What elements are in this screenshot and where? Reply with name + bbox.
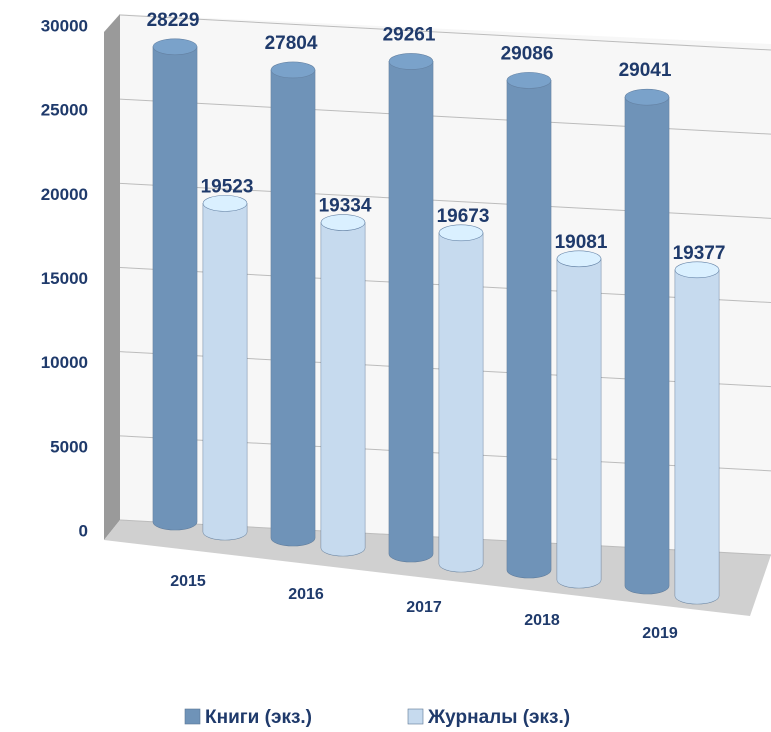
cylinder-top: [270, 61, 316, 79]
value-label: 28229: [147, 10, 200, 31]
x-tick-label: 2018: [524, 612, 560, 629]
y-tick-label: 0: [79, 521, 88, 540]
grid-line: [119, 14, 771, 51]
value-label: 29086: [501, 43, 554, 64]
legend-swatch: [407, 708, 424, 725]
x-tick-label: 2015: [170, 573, 206, 590]
cylinder-shade: [153, 46, 197, 531]
value-label: 29041: [619, 60, 672, 81]
cylinder-shade: [439, 232, 483, 572]
value-label: 19523: [201, 176, 254, 197]
cylinder-top: [438, 224, 484, 242]
y-tick-label: 5000: [50, 437, 88, 456]
left-wall: [104, 14, 120, 540]
value-label: 19673: [437, 206, 490, 227]
cylinder-top: [202, 195, 248, 212]
cylinder-top: [506, 72, 552, 89]
x-tick-label: 2016: [288, 586, 324, 603]
cylinder-top: [152, 38, 198, 56]
cylinder-top: [674, 261, 720, 279]
cylinder-shade: [389, 61, 433, 563]
cylinder-top: [388, 53, 434, 70]
cylinder-shade: [203, 203, 247, 540]
cylinder-shade: [321, 222, 365, 557]
cylinder-shade: [271, 69, 315, 546]
y-tick-label: 30000: [41, 16, 88, 35]
cylinder-shade: [557, 258, 601, 588]
legend-label: Журналы (экз.): [427, 707, 570, 728]
value-label: 27804: [265, 33, 318, 54]
x-tick-label: 2019: [642, 625, 678, 642]
value-label: 19081: [555, 232, 608, 253]
y-tick-label: 10000: [41, 353, 88, 372]
value-label: 19334: [319, 196, 372, 217]
y-tick-label: 20000: [41, 185, 88, 204]
cylinder-top: [320, 214, 366, 231]
cylinder-shade: [675, 269, 719, 604]
floor: [104, 520, 771, 616]
value-label: 29261: [383, 24, 436, 45]
value-label: 19377: [673, 243, 726, 264]
x-tick-label: 2017: [406, 599, 442, 616]
legend-label: Книги (экз.): [205, 707, 312, 728]
cylinder-top: [556, 250, 602, 268]
y-tick-label: 15000: [41, 269, 88, 288]
cylinder-shade: [625, 97, 669, 595]
legend-swatch: [184, 708, 201, 725]
cylinder-top: [624, 88, 670, 106]
y-tick-label: 25000: [41, 101, 88, 120]
cylinder-shade: [507, 80, 551, 578]
